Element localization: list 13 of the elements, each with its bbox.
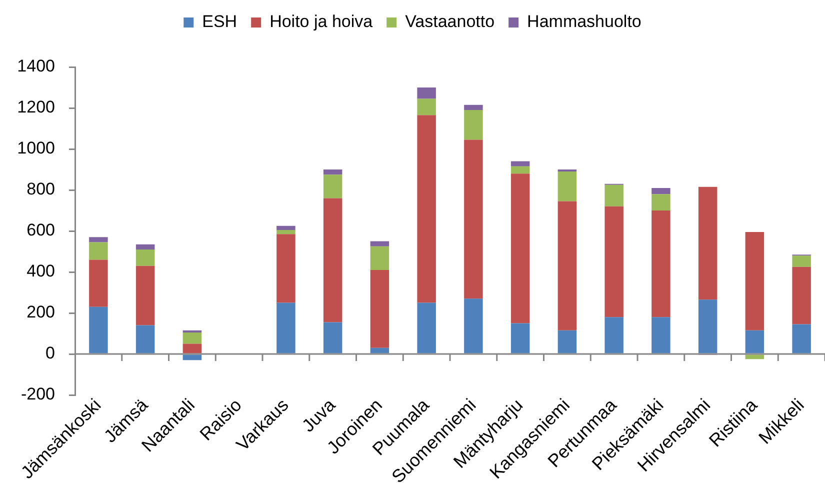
y-tick-label: 1200 (17, 98, 55, 117)
y-tick-label: -200 (20, 384, 55, 404)
legend-label: Hammashuolto (527, 12, 642, 32)
y-tick-label: 800 (26, 180, 55, 199)
legend-label: Hoito ja hoiva (270, 12, 374, 32)
legend-label: Vastaanotto (405, 12, 495, 32)
y-tick-label: 400 (26, 262, 55, 281)
y-tick-label: 1400 (17, 56, 55, 76)
y-tick-label: 200 (26, 302, 55, 322)
y-tick-label: 0 (46, 344, 55, 363)
legend-label: ESH (202, 12, 238, 32)
y-tick-label: 600 (26, 220, 55, 240)
y-tick-label: 1000 (17, 138, 55, 158)
